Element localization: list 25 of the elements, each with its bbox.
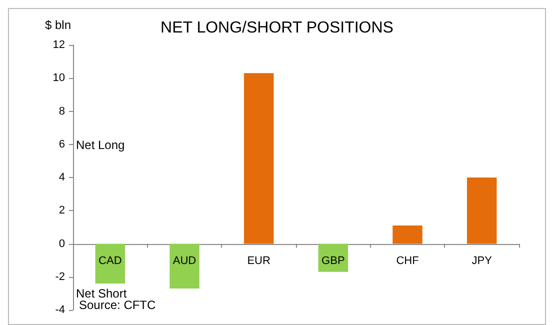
bar bbox=[95, 244, 126, 284]
y-tick-label: -2 bbox=[55, 270, 65, 283]
annotation: Net Short bbox=[76, 286, 128, 301]
y-tick-label: -4 bbox=[55, 304, 65, 316]
bar bbox=[392, 226, 422, 244]
y-axis-title: $ bln bbox=[45, 18, 72, 32]
y-tick-label: 12 bbox=[52, 39, 65, 51]
x-tick-label: CAD bbox=[98, 254, 122, 267]
y-tick-label: 2 bbox=[58, 204, 65, 217]
x-tick-label: EUR bbox=[247, 254, 270, 267]
bar bbox=[466, 178, 497, 244]
chart-title: NET LONG/SHORT POSITIONS bbox=[160, 20, 394, 36]
annotation: Net Long bbox=[76, 138, 125, 152]
y-tick-label: 0 bbox=[58, 238, 65, 250]
x-tick-label: AUD bbox=[172, 254, 196, 267]
y-tick-label: 8 bbox=[58, 105, 65, 118]
y-tick-label: 6 bbox=[58, 138, 65, 150]
annotation: Source: CFTC bbox=[79, 298, 156, 312]
x-tick-label: GBP bbox=[322, 254, 345, 267]
x-tick-label: JPY bbox=[472, 254, 493, 267]
bar bbox=[170, 244, 200, 288]
y-tick-label: 10 bbox=[52, 72, 65, 84]
y-tick-label: 4 bbox=[58, 172, 65, 184]
bar bbox=[244, 73, 274, 244]
x-tick-label: CHF bbox=[396, 254, 420, 267]
